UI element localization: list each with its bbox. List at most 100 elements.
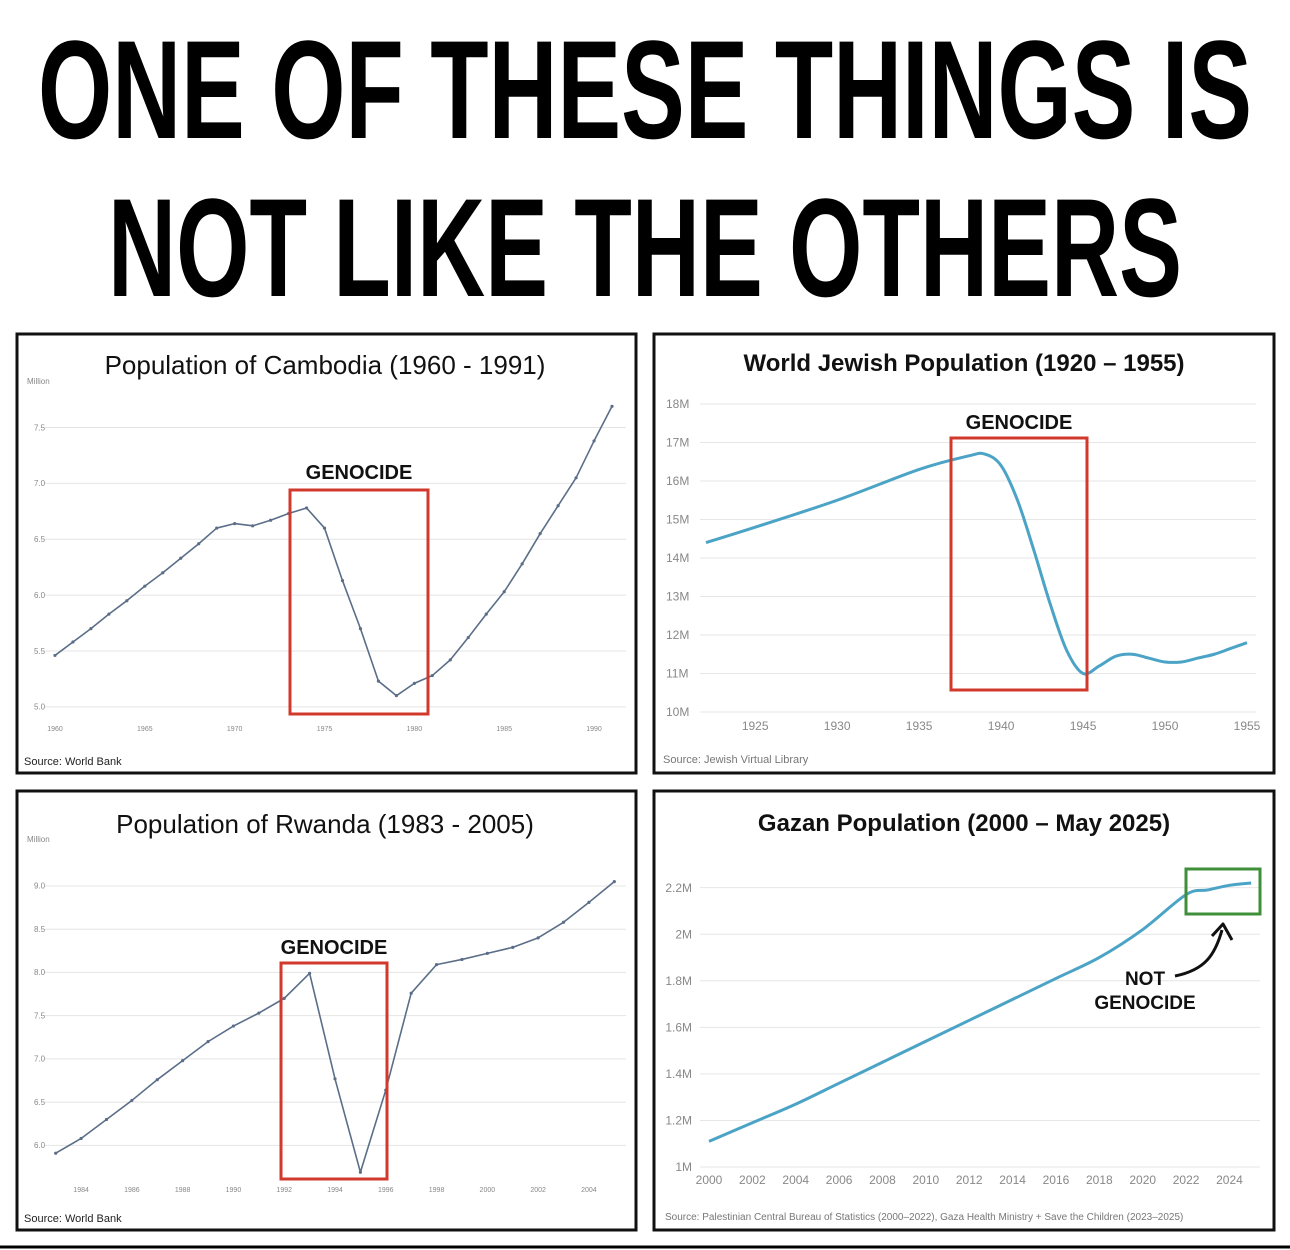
y-tick-label: 13M (666, 590, 689, 604)
x-tick-label: 1992 (276, 1187, 292, 1194)
y-tick-label: 8.5 (34, 925, 46, 934)
y-tick-label: 1.8M (665, 974, 692, 988)
data-point (206, 1040, 210, 1044)
chart-title: Population of Cambodia (1960 - 1991) (105, 350, 546, 380)
data-point (434, 963, 439, 967)
y-tick-label: 2.2M (665, 881, 692, 895)
x-tick-label: 1940 (988, 719, 1015, 733)
y-tick-label: 14M (666, 551, 689, 565)
x-tick-label: 1998 (429, 1187, 445, 1194)
y-tick-label: 7.5 (34, 423, 46, 432)
panel (15, 789, 638, 1232)
x-tick-label: 2020 (1129, 1173, 1156, 1187)
x-tick-label: 2002 (530, 1187, 546, 1194)
panel (652, 789, 1276, 1232)
x-tick-label: 1996 (378, 1187, 394, 1194)
data-point (592, 439, 596, 443)
y-tick-label: 1M (675, 1160, 692, 1174)
data-point (340, 578, 345, 583)
data-point (107, 612, 111, 616)
x-tick-label: 1984 (73, 1187, 89, 1194)
y-tick-label: 16M (666, 474, 689, 488)
highlight-box (288, 488, 430, 716)
x-tick-label: 2004 (581, 1187, 597, 1194)
y-tick-label: 11M (666, 667, 688, 681)
data-point (376, 679, 381, 683)
data-line (54, 405, 613, 697)
x-tick-label: 1925 (742, 719, 769, 733)
data-point (556, 504, 560, 508)
x-tick-label: 1945 (1070, 719, 1097, 733)
x-tick-label: 1980 (407, 726, 423, 733)
annotation: GENOCIDE (1094, 993, 1195, 1014)
data-point (409, 991, 413, 995)
data-point (610, 404, 614, 408)
annotation: NOT (1125, 969, 1166, 990)
data-point (282, 996, 286, 1000)
data-point (179, 556, 183, 560)
headline: NOT LIKE THE OTHERS (108, 169, 1182, 326)
data-point (430, 673, 434, 678)
data-point (257, 1011, 261, 1015)
x-tick-label: 2008 (869, 1173, 896, 1187)
data-point (511, 945, 515, 949)
x-tick-label: 2012 (956, 1173, 983, 1187)
data-point (412, 681, 416, 685)
data-point (104, 1117, 109, 1122)
data-point (53, 653, 57, 658)
x-tick-label: 1960 (47, 726, 63, 733)
data-point (54, 1151, 58, 1155)
annotation: GENOCIDE (306, 462, 413, 484)
data-point (181, 1059, 185, 1063)
x-tick-label: 2010 (913, 1173, 940, 1187)
x-tick-label: 1930 (824, 719, 851, 733)
data-point (79, 1136, 83, 1141)
x-tick-label: 2000 (696, 1173, 723, 1187)
x-tick-label: 2014 (999, 1173, 1026, 1187)
y-tick-label: 1.6M (665, 1021, 692, 1035)
y-tick-label: 2M (675, 927, 692, 941)
data-point (89, 627, 93, 631)
data-point (143, 584, 147, 588)
data-point (251, 524, 255, 528)
arrow-head (1210, 922, 1234, 941)
data-point (125, 599, 129, 603)
data-point (322, 526, 327, 530)
data-point (574, 476, 578, 480)
highlight-box (949, 436, 1089, 692)
y-tick-label: 5.5 (34, 647, 46, 656)
data-point (231, 1024, 236, 1028)
highlight-box (279, 961, 389, 1181)
x-tick-label: 2002 (739, 1173, 766, 1187)
y-tick-label: 12M (666, 628, 689, 642)
y-tick-label: 6.5 (34, 535, 46, 544)
data-point (155, 1078, 159, 1082)
source: Source: World Bank (24, 1213, 122, 1225)
y-unit-label: Million (27, 835, 50, 844)
x-tick-label: 1990 (226, 1187, 242, 1194)
x-tick-label: 1985 (496, 726, 512, 733)
y-tick-label: 5.0 (34, 703, 46, 712)
data-point (308, 971, 312, 975)
x-tick-label: 1965 (137, 726, 153, 733)
data-point (130, 1098, 134, 1103)
y-tick-label: 17M (666, 436, 689, 450)
x-tick-label: 2024 (1216, 1173, 1243, 1187)
data-point (358, 1170, 362, 1174)
data-point (233, 522, 237, 526)
y-tick-label: 18M (666, 397, 689, 411)
y-tick-label: 6.0 (34, 591, 46, 600)
data-point (304, 506, 309, 510)
chart-title: Gazan Population (2000 – May 2025) (758, 810, 1170, 837)
x-tick-label: 1955 (1234, 719, 1261, 733)
data-point (394, 694, 398, 698)
y-tick-label: 6.0 (34, 1141, 46, 1150)
panel (652, 332, 1276, 775)
data-point (561, 920, 566, 924)
data-line (705, 451, 1248, 676)
annotation: GENOCIDE (281, 937, 388, 959)
x-tick-label: 2018 (1086, 1173, 1113, 1187)
x-tick-label: 2000 (480, 1187, 496, 1194)
